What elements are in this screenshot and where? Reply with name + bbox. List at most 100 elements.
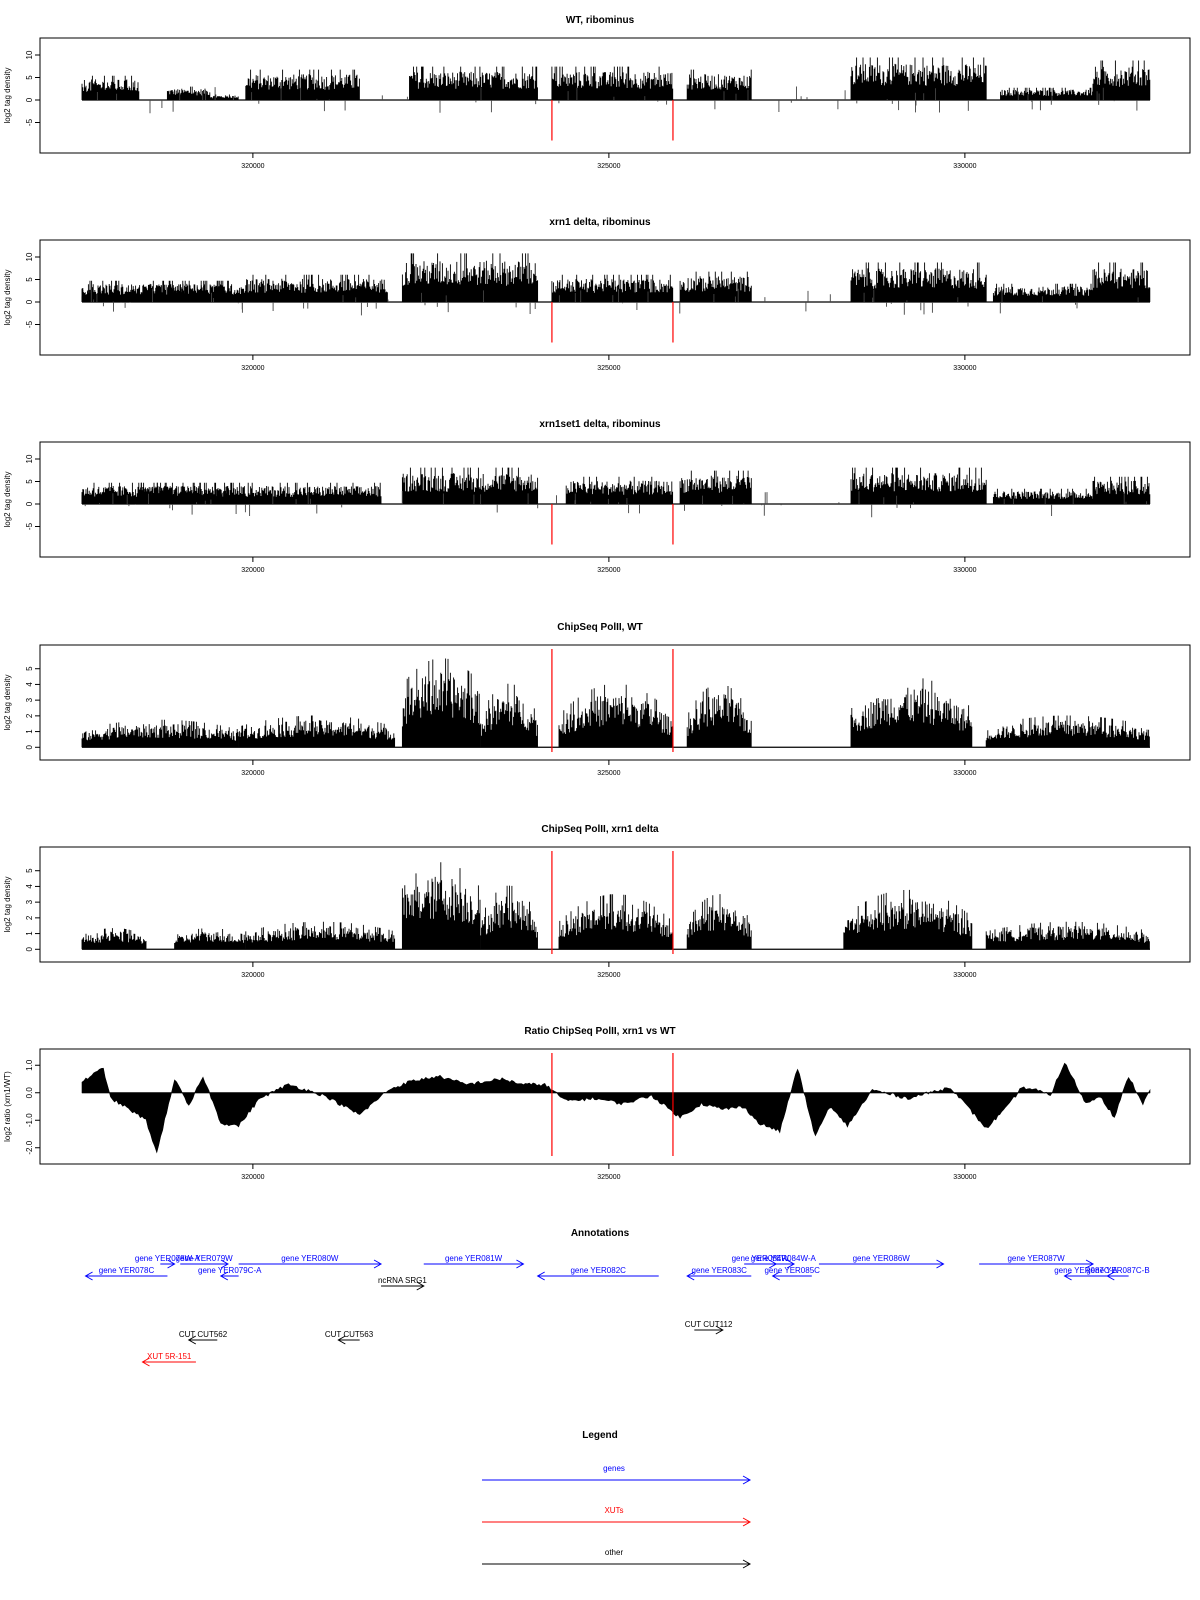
arrow-left-icon xyxy=(1063,1271,1072,1281)
annotation-label: gene YER087W xyxy=(1007,1254,1065,1263)
negative-bars xyxy=(81,280,246,302)
annotation-gene-yer080w: gene YER080W xyxy=(238,1254,383,1269)
y-tick-label: 1 xyxy=(25,931,34,936)
panel-title: ChipSeq PolII, WT xyxy=(557,622,643,633)
positive-bars xyxy=(992,283,1108,302)
positive-bars xyxy=(81,928,147,950)
annotation-label: gene YER079W xyxy=(175,1254,233,1263)
annotation-label: gene YER078W-A xyxy=(135,1254,201,1263)
panel-title: xrn1 delta, ribominus xyxy=(549,217,651,228)
annotation-gene-yer079w: gene YER079W xyxy=(175,1254,233,1269)
negative-bars xyxy=(679,470,752,504)
y-tick-label: 1.0 xyxy=(25,1059,34,1071)
x-tick-label: 325000 xyxy=(597,1174,620,1181)
x-tick-label: 320000 xyxy=(241,770,264,777)
negative-bars xyxy=(565,476,674,504)
arrow-left-icon xyxy=(187,1335,197,1345)
negative-bars xyxy=(1092,60,1151,100)
positive-bars xyxy=(409,66,538,100)
arrow-right-icon xyxy=(936,1259,945,1269)
y-tick-label: 2 xyxy=(25,915,34,920)
y-axis-label: log2 tag density xyxy=(3,876,12,932)
y-axis-label: log2 tag density xyxy=(3,674,12,730)
positive-bars xyxy=(985,715,1150,748)
positive-bars xyxy=(166,86,211,100)
x-tick-label: 325000 xyxy=(597,972,620,979)
negative-bars xyxy=(686,69,752,100)
annotation-label: CUT CUT562 xyxy=(179,1330,228,1339)
positive-bars xyxy=(480,885,538,950)
y-tick-label: 5 xyxy=(25,479,34,484)
annotation-gene-yer086w: gene YER086W xyxy=(818,1254,945,1269)
annotation-label: gene YER086W xyxy=(853,1254,911,1263)
arrow-right-icon xyxy=(373,1259,383,1269)
y-tick-label: 0 xyxy=(25,947,34,952)
annotation-label: XUT 5R-151 xyxy=(147,1352,192,1361)
positive-bars xyxy=(401,658,481,748)
series-marks xyxy=(81,1053,1151,1156)
series-marks xyxy=(81,467,1151,545)
arrow-right-icon xyxy=(416,1281,425,1291)
annotation-label: CUT CUT112 xyxy=(685,1320,733,1329)
legend-title: Legend xyxy=(582,1430,618,1441)
annotation-label: gene YER079C-A xyxy=(198,1266,262,1275)
y-tick-label: 5 xyxy=(25,277,34,282)
sparse-bars xyxy=(90,288,1139,316)
legend: genes XUTs other xyxy=(482,1464,752,1569)
annotation-cut-cut112: CUT CUT112 xyxy=(685,1320,733,1335)
positive-bars xyxy=(686,894,752,950)
ratio-area xyxy=(81,1062,1151,1154)
annotation-gene-yer078w-a: gene YER078W-A xyxy=(135,1254,201,1269)
x-tick-label: 320000 xyxy=(241,1174,264,1181)
series-marks xyxy=(81,253,1151,343)
annotation-ncrna-srg1: ncRNA SRG1 xyxy=(378,1276,427,1291)
negative-bars xyxy=(679,271,752,302)
x-tick-label: 330000 xyxy=(953,365,976,372)
positive-bars xyxy=(985,921,1150,950)
arrow-left-icon xyxy=(84,1271,93,1281)
x-tick-label: 325000 xyxy=(597,770,620,777)
y-axis-label: log2 tag density xyxy=(3,269,12,325)
annotation-label: gene YER087C-B xyxy=(1086,1266,1149,1275)
positive-bars xyxy=(686,686,752,748)
positive-bars xyxy=(843,889,973,950)
positive-bars xyxy=(401,862,481,950)
arrow-right-icon xyxy=(742,1559,752,1569)
y-tick-label: 3 xyxy=(25,899,34,904)
positive-bars xyxy=(850,262,987,302)
x-tick-label: 330000 xyxy=(953,770,976,777)
negative-bars xyxy=(1092,262,1151,302)
arrow-right-icon xyxy=(742,1517,752,1527)
legend-label: XUTs xyxy=(604,1506,623,1515)
series-marks xyxy=(81,851,1150,954)
y-tick-label: 0.0 xyxy=(25,1087,34,1099)
positive-bars xyxy=(850,57,987,100)
y-tick-label: 0 xyxy=(25,745,34,750)
annotation-label: gene YER083C xyxy=(692,1266,748,1275)
x-tick-label: 325000 xyxy=(597,365,620,372)
y-axis-label: log2 ratio (xrn1/WT) xyxy=(3,1071,12,1142)
y-tick-label: 5 xyxy=(25,868,34,873)
annotation-gene-yer083c: gene YER083C xyxy=(686,1266,752,1281)
x-tick-label: 320000 xyxy=(241,163,264,170)
negative-bars xyxy=(81,482,246,504)
plot-frame xyxy=(39,846,1191,963)
positive-bars xyxy=(238,715,396,748)
x-tick-label: 325000 xyxy=(597,163,620,170)
annotation-label: CUT CUT563 xyxy=(325,1330,374,1339)
x-tick-label: 330000 xyxy=(953,972,976,979)
arrow-left-icon xyxy=(337,1335,346,1345)
annotation-label: gene YER084W-A xyxy=(751,1254,817,1263)
panel-title: xrn1set1 delta, ribominus xyxy=(539,419,661,430)
annotation-gene-yer084w-a: gene YER084W-A xyxy=(751,1254,817,1269)
y-tick-label: 4 xyxy=(25,884,34,889)
plot-frame xyxy=(39,239,1191,356)
y-tick-label: 5 xyxy=(25,75,34,80)
x-tick-label: 320000 xyxy=(241,365,264,372)
annotation-cut-cut562: CUT CUT562 xyxy=(179,1330,228,1345)
annotation-gene-yer085c: gene YER085C xyxy=(764,1266,820,1281)
annotation-label: gene YER081W xyxy=(445,1254,503,1263)
plot-frame xyxy=(39,1048,1191,1165)
y-tick-label: -5 xyxy=(25,320,34,328)
